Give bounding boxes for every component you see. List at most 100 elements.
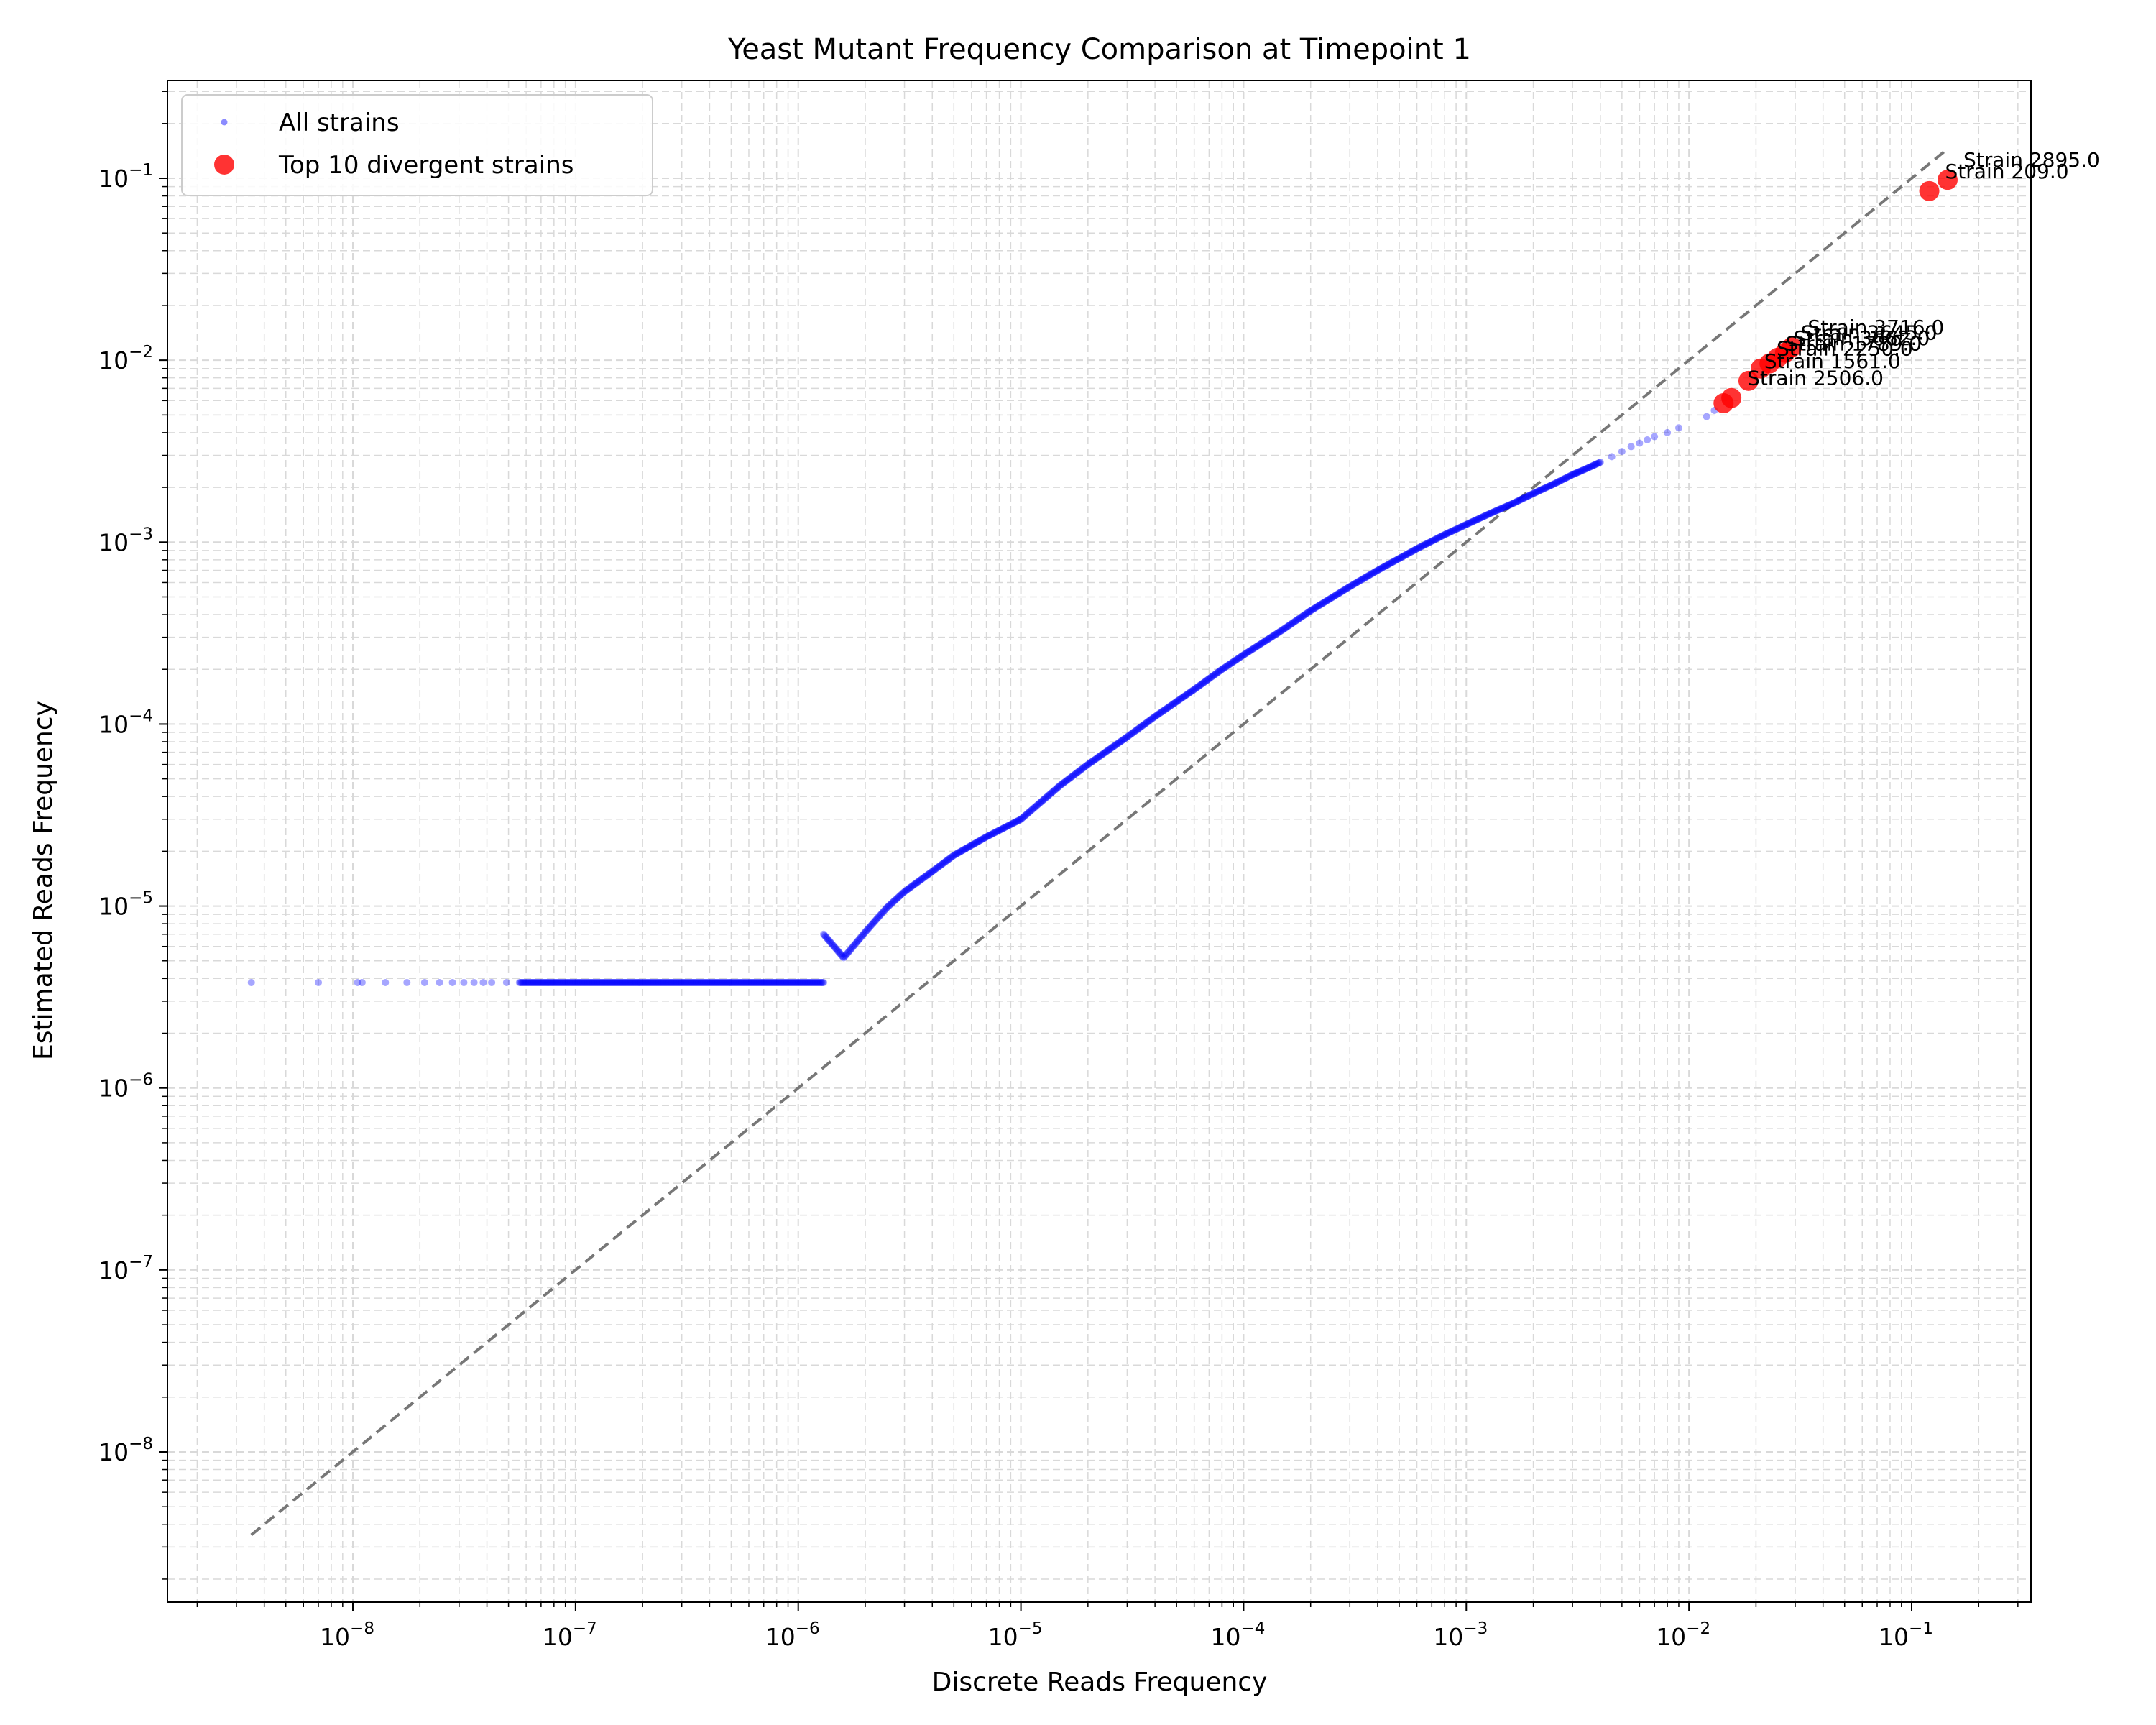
- all-strains-point: [1162, 705, 1170, 713]
- all-strains-point: [1208, 673, 1216, 681]
- all-strains-point: [1331, 592, 1339, 599]
- all-strains-point: [801, 978, 808, 986]
- all-strains-point: [697, 978, 705, 986]
- all-strains-point: [1104, 746, 1112, 754]
- all-strains-point: [861, 928, 869, 936]
- all-strains-point: [714, 978, 722, 986]
- all-strains-point: [1338, 587, 1346, 595]
- all-strains-point: [1572, 469, 1580, 477]
- all-strains-point: [1383, 561, 1391, 569]
- all-strains-point: [1194, 683, 1202, 691]
- all-strains-point: [1273, 630, 1281, 638]
- all-strains-point: [1130, 728, 1138, 736]
- all-strains-point: [522, 978, 530, 986]
- all-strains-point: [1281, 625, 1289, 632]
- all-strains-point: [579, 978, 586, 986]
- all-strains-point: [945, 855, 953, 863]
- all-strains-point: [992, 828, 1000, 836]
- all-strains-point: [763, 978, 770, 986]
- all-strains-point: [1582, 465, 1590, 473]
- all-strains-point: [1339, 587, 1347, 595]
- all-strains-point: [1124, 732, 1132, 740]
- all-strains-point: [1372, 568, 1380, 576]
- all-strains-point: [684, 978, 692, 986]
- all-strains-point: [1074, 768, 1082, 776]
- all-strains-point: [831, 943, 839, 951]
- all-strains-point: [946, 855, 954, 862]
- all-strains-point: [1091, 755, 1099, 763]
- all-strains-point: [1519, 494, 1527, 502]
- all-strains-point: [1250, 645, 1258, 653]
- all-strains-point: [1618, 448, 1626, 456]
- all-strains-point: [682, 978, 690, 986]
- all-strains-point: [1233, 656, 1240, 663]
- all-strains-point: [1187, 689, 1194, 696]
- all-strains-point: [893, 896, 900, 903]
- all-strains-point: [1546, 482, 1554, 490]
- all-strains-point: [1410, 546, 1418, 554]
- all-strains-point: [706, 978, 714, 986]
- all-strains-point: [639, 978, 647, 986]
- all-strains-point: [1248, 645, 1256, 653]
- all-strains-point: [1010, 819, 1018, 827]
- all-strains-point: [1406, 548, 1414, 556]
- all-strains-point: [1273, 629, 1281, 637]
- all-strains-point: [829, 942, 837, 950]
- all-strains-point: [915, 877, 923, 885]
- all-strains-point: [1386, 560, 1393, 568]
- all-strains-point: [1190, 686, 1198, 694]
- all-strains-point: [1072, 770, 1079, 778]
- all-strains-point: [757, 978, 765, 986]
- all-strains-point: [1123, 733, 1131, 741]
- all-strains-point: [1313, 603, 1321, 611]
- all-strains-point: [1022, 811, 1030, 819]
- all-strains-point: [760, 978, 768, 986]
- all-strains-point: [775, 978, 783, 986]
- all-strains-point: [689, 978, 697, 986]
- all-strains-point: [694, 978, 701, 986]
- all-strains-point: [1482, 512, 1490, 520]
- legend: All strains Top 10 divergent strains: [181, 94, 653, 196]
- all-strains-point: [596, 978, 604, 986]
- all-strains-point: [1483, 511, 1491, 519]
- all-strains-point: [955, 848, 963, 856]
- all-strains-point: [562, 978, 570, 986]
- all-strains-point: [813, 978, 821, 986]
- all-strains-point: [1222, 663, 1230, 671]
- all-strains-point: [704, 978, 711, 986]
- all-strains-point: [701, 978, 709, 986]
- all-strains-point: [655, 978, 663, 986]
- all-strains-point: [576, 978, 584, 986]
- all-strains-point: [1226, 660, 1234, 668]
- all-strains-point: [881, 906, 889, 914]
- all-strains-point: [1548, 481, 1556, 489]
- all-strains-point: [850, 942, 858, 949]
- all-strains-point: [1398, 553, 1406, 561]
- all-strains-point: [1473, 516, 1480, 524]
- all-strains-point: [962, 845, 970, 852]
- all-strains-point: [1651, 433, 1659, 441]
- all-strains-point: [1343, 584, 1351, 592]
- all-strains-point: [1352, 579, 1360, 587]
- all-strains-point: [1375, 566, 1383, 574]
- all-strains-point: [936, 862, 944, 870]
- all-strains-point: [536, 978, 544, 986]
- all-strains-point: [1503, 502, 1511, 510]
- all-strains-point: [816, 978, 824, 986]
- all-strains-point: [638, 978, 646, 986]
- all-strains-point: [1026, 807, 1034, 815]
- all-strains-point: [1522, 493, 1530, 501]
- all-strains-point: [1562, 474, 1570, 482]
- all-strains-point: [1202, 676, 1210, 684]
- all-strains-point: [821, 933, 829, 941]
- all-strains-point: [537, 978, 545, 986]
- all-strains-point: [1167, 702, 1175, 709]
- all-strains-point: [1107, 745, 1115, 753]
- all-strains-point: [903, 886, 911, 893]
- all-strains-point: [863, 926, 871, 934]
- all-strains-point: [801, 978, 809, 986]
- all-strains-point: [1024, 809, 1032, 817]
- all-strains-point: [1056, 781, 1064, 789]
- all-strains-point: [913, 879, 921, 887]
- all-strains-point: [1508, 500, 1516, 508]
